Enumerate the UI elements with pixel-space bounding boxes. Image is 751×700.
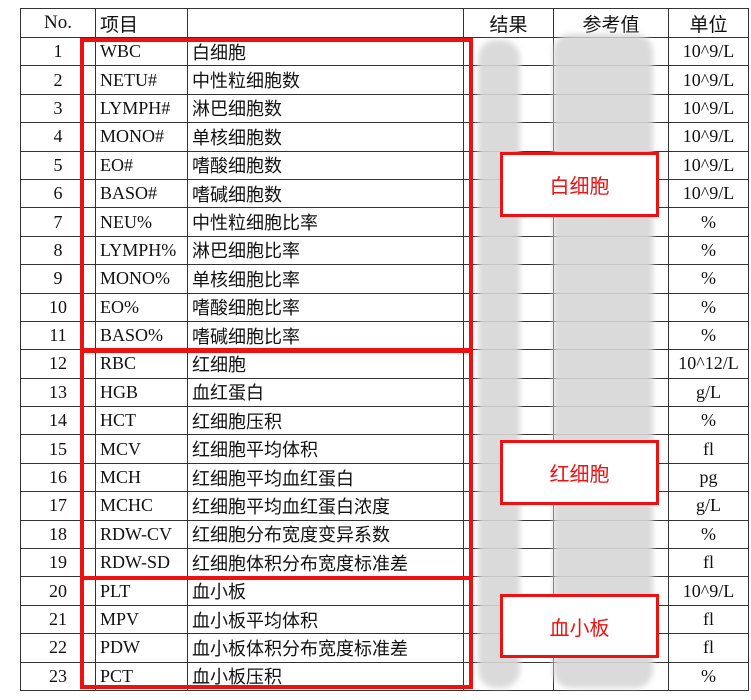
unit-cell: %: [668, 207, 749, 237]
rbc-label: 红细胞: [500, 440, 659, 505]
unit-cell: 10^9/L: [668, 178, 749, 209]
unit-cell: 10^9/L: [668, 93, 749, 124]
test-code: NEU%: [95, 207, 188, 237]
test-name: 血红蛋白: [187, 377, 464, 408]
test-code: LYMPH%: [95, 235, 188, 266]
unit-cell: pg: [668, 462, 749, 493]
test-code: RDW-CV: [95, 519, 188, 550]
test-code: MCH: [95, 462, 188, 493]
unit-cell: fl: [668, 633, 749, 663]
plt-label: 血小板: [500, 594, 659, 658]
unit-cell: %: [668, 406, 749, 436]
header-row: No. 项目 结果 参考值 单位: [20, 8, 749, 38]
unit-cell: 10^9/L: [668, 36, 749, 67]
test-name: 单核细胞数: [187, 122, 464, 152]
test-name: 淋巴细胞比率: [187, 235, 464, 266]
unit-cell: %: [668, 292, 749, 322]
test-code: HCT: [95, 406, 188, 436]
wbc-label: 白细胞: [500, 152, 659, 217]
test-name: 红细胞平均血红蛋白: [187, 462, 464, 493]
test-code: MCV: [95, 434, 188, 464]
plt-group-box: [80, 576, 473, 689]
unit-cell: %: [668, 519, 749, 550]
test-name: 红细胞分布宽度变异系数: [187, 519, 464, 550]
unit-cell: g/L: [668, 491, 749, 521]
unit-cell: %: [668, 264, 749, 294]
test-code: MONO%: [95, 264, 188, 294]
mosaic-reference: [553, 34, 653, 688]
unit-cell: %: [668, 320, 749, 351]
mosaic-result: [478, 40, 520, 688]
unit-cell: 10^9/L: [668, 150, 749, 180]
wbc-group-box: [80, 38, 473, 352]
test-code: EO%: [95, 292, 188, 322]
unit-cell: fl: [668, 434, 749, 464]
header-unit: 单位: [668, 8, 749, 38]
unit-cell: fl: [668, 548, 749, 578]
test-code: PLT: [95, 576, 188, 606]
unit-cell: 10^9/L: [668, 65, 749, 95]
test-name: 嗜酸细胞比率: [187, 292, 464, 322]
unit-cell: 10^9/L: [668, 576, 749, 606]
header-item: 项目: [95, 8, 188, 38]
unit-cell: %: [668, 235, 749, 266]
header-result: 结果: [463, 8, 554, 38]
test-code: MCHC: [95, 491, 188, 521]
unit-cell: fl: [668, 604, 749, 635]
unit-cell: 10^12/L: [668, 349, 749, 379]
unit-cell: %: [668, 661, 749, 691]
test-name: 中性粒细胞比率: [187, 207, 464, 237]
unit-cell: 10^9/L: [668, 122, 749, 152]
test-code: LYMPH#: [95, 93, 188, 124]
unit-cell: g/L: [668, 377, 749, 408]
test-name: 红细胞体积分布宽度标准差: [187, 548, 464, 578]
header-item-name: [187, 8, 464, 38]
test-code: HGB: [95, 377, 188, 408]
header-no: No.: [20, 8, 96, 38]
test-code: BASO#: [95, 178, 188, 209]
test-code: PDW: [95, 633, 188, 663]
test-name: 红细胞平均体积: [187, 434, 464, 464]
rbc-group-box: [80, 349, 473, 580]
